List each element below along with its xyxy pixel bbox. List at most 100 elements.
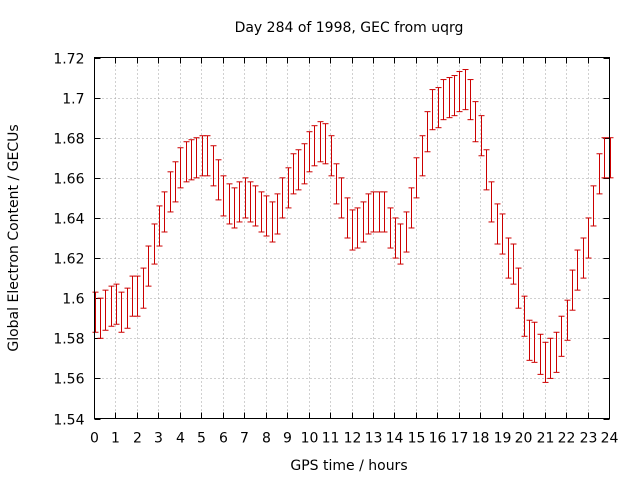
data-point	[183, 141, 190, 183]
x-tick-label: 19	[494, 431, 512, 447]
data-point	[478, 115, 485, 157]
data-point	[172, 161, 179, 203]
axis-ticks: 1.541.561.581.61.621.641.661.681.71.720 1…	[53, 52, 618, 447]
data-point	[274, 193, 281, 235]
data-point	[451, 75, 458, 117]
data-point	[269, 201, 276, 243]
data-point	[505, 237, 512, 279]
data-point	[177, 147, 184, 189]
data-point	[424, 111, 431, 153]
y-tick-label: 1.62	[53, 252, 84, 268]
data-point	[226, 183, 233, 225]
data-point	[279, 177, 286, 219]
data-point	[199, 135, 206, 177]
x-tick-label: 6	[219, 431, 228, 447]
data-point	[370, 191, 377, 233]
x-tick-label: 22	[558, 431, 576, 447]
y-tick-label: 1.54	[53, 413, 84, 429]
data-point	[392, 217, 399, 259]
data-point	[446, 77, 453, 119]
y-tick-label: 1.58	[53, 332, 84, 348]
data-point	[585, 217, 592, 259]
data-point	[558, 315, 565, 357]
data-point	[499, 213, 506, 255]
data-point	[188, 139, 195, 181]
data-point	[92, 291, 99, 333]
data-point	[167, 171, 174, 213]
x-tick-label: 14	[386, 431, 404, 447]
data-point	[263, 195, 270, 237]
data-point	[580, 237, 587, 279]
data-point	[456, 71, 463, 113]
data-point	[590, 185, 597, 227]
data-point	[360, 201, 367, 243]
grid-lines	[94, 57, 610, 419]
data-point	[161, 191, 168, 233]
data-point	[408, 187, 415, 229]
data-point	[236, 181, 243, 223]
data-point	[247, 181, 254, 223]
data-point	[376, 191, 383, 233]
data-point	[102, 289, 109, 331]
data-point	[108, 285, 115, 327]
data-point	[472, 101, 479, 143]
data-point	[403, 211, 410, 253]
data-point	[306, 131, 313, 173]
y-tick-label: 1.7	[62, 92, 84, 108]
x-tick-label: 3	[154, 431, 163, 447]
x-tick-label: 23	[580, 431, 598, 447]
x-tick-label: 18	[472, 431, 490, 447]
data-point	[564, 299, 571, 341]
data-point	[553, 331, 560, 373]
data-point	[301, 143, 308, 185]
data-point	[467, 79, 474, 121]
data-points	[92, 69, 614, 383]
data-point	[97, 297, 104, 339]
data-point	[596, 153, 603, 195]
y-tick-label: 1.6	[62, 292, 84, 308]
data-point	[322, 123, 329, 165]
data-point	[134, 275, 141, 317]
chart-title: Day 284 of 1998, GEC from uqrg	[235, 20, 464, 36]
y-tick-label: 1.68	[53, 132, 84, 148]
data-point	[521, 295, 528, 337]
data-point	[290, 153, 297, 195]
x-tick-label: 13	[365, 431, 383, 447]
x-tick-label: 11	[322, 431, 340, 447]
x-tick-label: 24	[601, 431, 619, 447]
data-point	[210, 145, 217, 187]
x-tick-label: 7	[240, 431, 249, 447]
data-point	[537, 333, 544, 375]
data-point	[295, 149, 302, 191]
data-point	[397, 223, 404, 265]
data-point	[328, 135, 335, 177]
data-point	[435, 87, 442, 129]
data-point	[344, 197, 351, 239]
data-point	[354, 207, 361, 249]
data-point	[429, 89, 436, 131]
data-point	[140, 267, 147, 309]
data-point	[365, 193, 372, 235]
data-point	[483, 149, 490, 191]
data-point	[252, 185, 259, 227]
x-tick-label: 16	[429, 431, 447, 447]
data-point	[462, 69, 469, 111]
data-point	[488, 181, 495, 223]
x-tick-label: 1	[111, 431, 120, 447]
data-point	[419, 135, 426, 177]
data-point	[494, 203, 501, 245]
data-point	[338, 177, 345, 219]
y-axis-label: Global Electron Content / GECUs	[6, 124, 22, 351]
y-tick-label: 1.72	[53, 52, 84, 68]
x-tick-label: 0	[90, 431, 99, 447]
data-point	[515, 267, 522, 309]
data-point	[285, 167, 292, 209]
data-point	[124, 287, 131, 329]
data-point	[317, 121, 324, 163]
data-point	[510, 243, 517, 285]
data-point	[193, 137, 200, 179]
plot-frame	[94, 57, 610, 419]
data-point	[413, 157, 420, 199]
data-point	[601, 137, 608, 179]
